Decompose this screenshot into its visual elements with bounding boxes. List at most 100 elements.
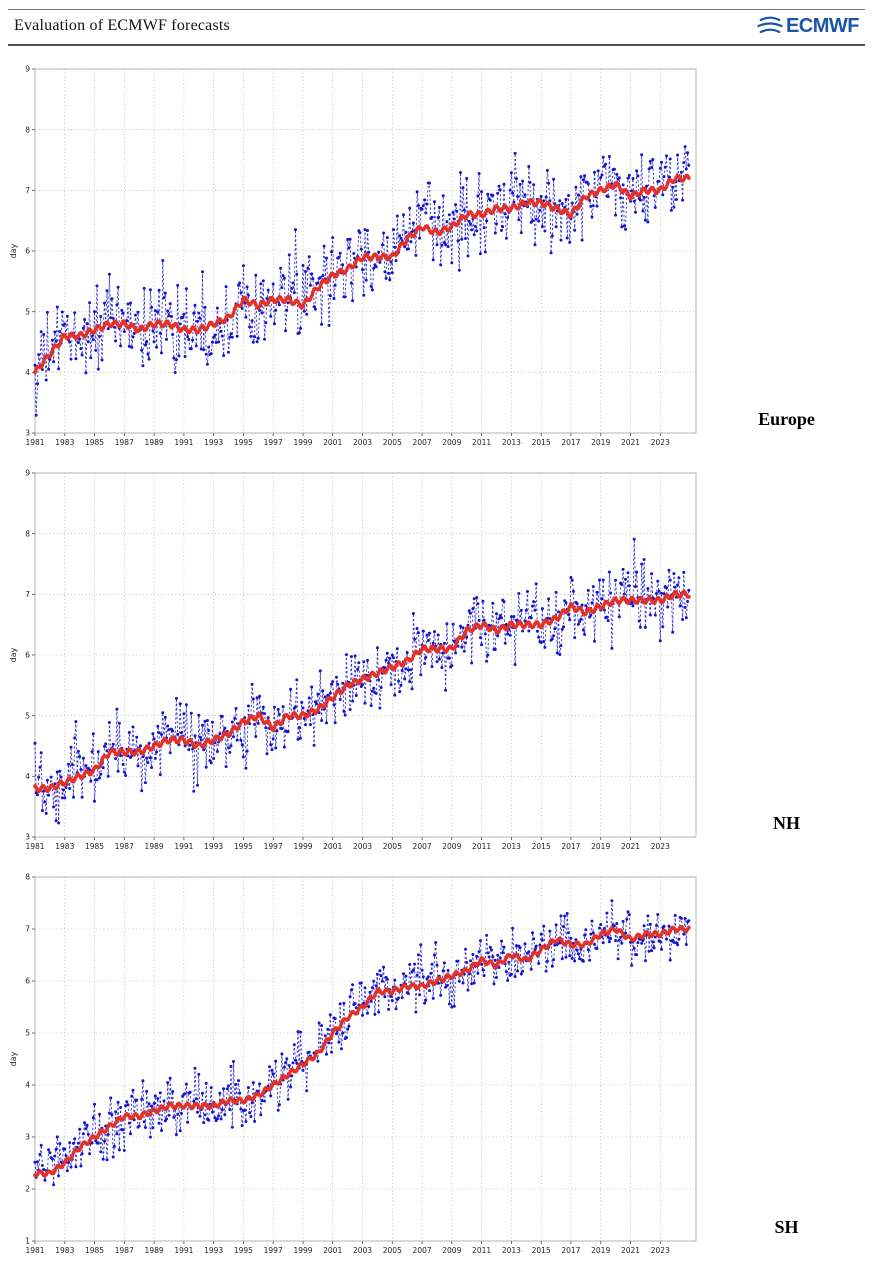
svg-text:2007: 2007 [413, 842, 432, 851]
svg-text:2007: 2007 [413, 1246, 432, 1255]
page-title: Evaluation of ECMWF forecasts [14, 17, 230, 34]
sh-forecast-skill-chart: 1981 1983 1985 1987 1989 1991 1993 1995 1997 1999… [8, 870, 708, 1262]
chart-row-nh: 1981 1983 1985 1987 1989 1991 1993 1995 1997 1999… [8, 466, 865, 858]
svg-text:2021: 2021 [621, 842, 640, 851]
svg-text:1985: 1985 [85, 1246, 104, 1255]
svg-text:day: day [9, 243, 18, 258]
svg-text:1993: 1993 [204, 438, 223, 447]
svg-text:2017: 2017 [561, 438, 580, 447]
svg-text:2017: 2017 [561, 1246, 580, 1255]
svg-text:9: 9 [25, 65, 30, 74]
region-label-europe: Europe [758, 409, 815, 429]
svg-text:3: 3 [25, 833, 30, 842]
svg-text:5: 5 [25, 711, 30, 720]
svg-text:3: 3 [25, 429, 30, 438]
svg-text:1987: 1987 [115, 842, 134, 851]
svg-text:2001: 2001 [323, 842, 342, 851]
svg-text:4: 4 [25, 772, 30, 781]
europe-forecast-skill-chart: 1981 1983 1985 1987 1989 1991 1993 1995 1997 1999… [8, 62, 708, 454]
svg-text:2021: 2021 [621, 1246, 640, 1255]
svg-text:1981: 1981 [25, 842, 44, 851]
svg-text:2019: 2019 [591, 842, 610, 851]
svg-text:2003: 2003 [353, 438, 372, 447]
svg-text:6: 6 [25, 651, 30, 660]
svg-text:1999: 1999 [293, 438, 312, 447]
svg-text:1989: 1989 [145, 1246, 164, 1255]
svg-text:1981: 1981 [25, 438, 44, 447]
header: Evaluation of ECMWF forecasts ECMWF [8, 9, 865, 46]
svg-text:1989: 1989 [145, 842, 164, 851]
svg-text:8: 8 [25, 873, 30, 882]
svg-text:2011: 2011 [472, 842, 491, 851]
svg-text:1997: 1997 [264, 1246, 283, 1255]
region-label-sh: SH [774, 1217, 799, 1237]
nh-forecast-skill-chart: 1981 1983 1985 1987 1989 1991 1993 1995 1997 1999… [8, 466, 708, 858]
svg-text:1985: 1985 [85, 438, 104, 447]
ecmwf-globe-icon [757, 16, 783, 34]
svg-text:8: 8 [25, 529, 30, 538]
svg-text:day: day [9, 647, 18, 662]
svg-text:2009: 2009 [442, 1246, 461, 1255]
svg-text:1991: 1991 [174, 1246, 193, 1255]
svg-text:2021: 2021 [621, 438, 640, 447]
svg-text:7: 7 [25, 925, 30, 934]
svg-text:9: 9 [25, 469, 30, 478]
svg-text:1995: 1995 [234, 1246, 253, 1255]
svg-text:1989: 1989 [145, 438, 164, 447]
svg-text:4: 4 [25, 368, 30, 377]
chart-row-europe: 1981 1983 1985 1987 1989 1991 1993 1995 1997 1999… [8, 62, 865, 454]
svg-text:1991: 1991 [174, 438, 193, 447]
svg-text:2: 2 [25, 1185, 30, 1194]
svg-text:4: 4 [25, 1081, 30, 1090]
svg-text:6: 6 [25, 247, 30, 256]
svg-text:2015: 2015 [532, 438, 551, 447]
svg-text:1991: 1991 [174, 842, 193, 851]
svg-text:2011: 2011 [472, 438, 491, 447]
ecmwf-logo: ECMWF [756, 14, 860, 38]
region-label-nh: NH [773, 813, 800, 833]
svg-text:2013: 2013 [502, 842, 521, 851]
svg-text:8: 8 [25, 125, 30, 134]
svg-text:2023: 2023 [651, 1246, 670, 1255]
svg-text:1999: 1999 [293, 842, 312, 851]
svg-text:day: day [9, 1051, 18, 1066]
svg-text:2001: 2001 [323, 438, 342, 447]
svg-text:7: 7 [25, 590, 30, 599]
svg-text:6: 6 [25, 977, 30, 986]
svg-text:1983: 1983 [55, 438, 74, 447]
svg-text:5: 5 [25, 1029, 30, 1038]
svg-text:3: 3 [25, 1133, 30, 1142]
svg-text:1995: 1995 [234, 438, 253, 447]
svg-text:1983: 1983 [55, 1246, 74, 1255]
svg-text:7: 7 [25, 186, 30, 195]
svg-text:2015: 2015 [532, 842, 551, 851]
svg-text:2005: 2005 [383, 842, 402, 851]
svg-text:2005: 2005 [383, 438, 402, 447]
svg-text:1983: 1983 [55, 842, 74, 851]
svg-text:1997: 1997 [264, 842, 283, 851]
svg-text:1995: 1995 [234, 842, 253, 851]
svg-text:1999: 1999 [293, 1246, 312, 1255]
svg-text:1: 1 [25, 1237, 30, 1246]
ecmwf-logo-text: ECMWF [785, 14, 860, 37]
charts-container: 1981 1983 1985 1987 1989 1991 1993 1995 1997 1999… [8, 62, 865, 1262]
svg-text:2009: 2009 [442, 842, 461, 851]
svg-text:2017: 2017 [561, 842, 580, 851]
svg-text:5: 5 [25, 307, 30, 316]
svg-text:1987: 1987 [115, 438, 134, 447]
svg-text:2009: 2009 [442, 438, 461, 447]
svg-text:1987: 1987 [115, 1246, 134, 1255]
svg-text:2013: 2013 [502, 1246, 521, 1255]
svg-text:2007: 2007 [413, 438, 432, 447]
svg-text:2003: 2003 [353, 842, 372, 851]
svg-text:1985: 1985 [85, 842, 104, 851]
svg-text:2023: 2023 [651, 438, 670, 447]
svg-text:1993: 1993 [204, 842, 223, 851]
svg-text:1993: 1993 [204, 1246, 223, 1255]
svg-text:2019: 2019 [591, 1246, 610, 1255]
svg-text:2013: 2013 [502, 438, 521, 447]
svg-text:2005: 2005 [383, 1246, 402, 1255]
svg-text:2011: 2011 [472, 1246, 491, 1255]
svg-text:1997: 1997 [264, 438, 283, 447]
